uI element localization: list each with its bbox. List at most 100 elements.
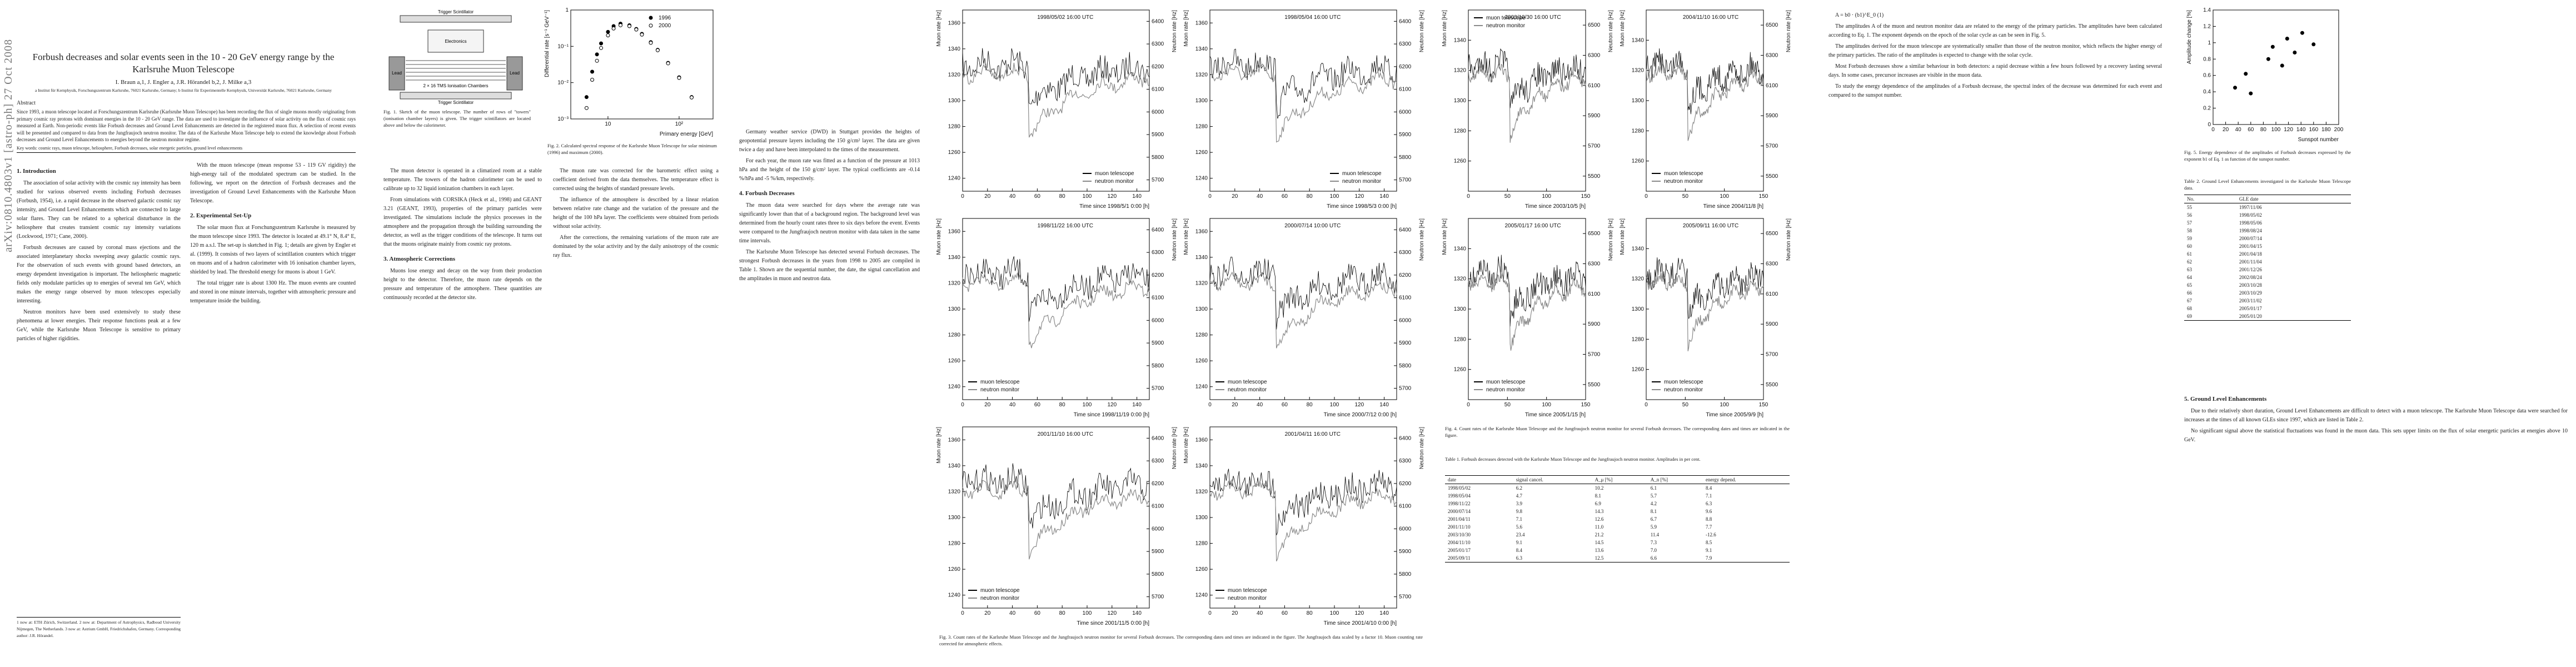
figure-caption: Fig. 4. Count rates of the Karlsruhe Muo… [1445,426,1790,438]
plot-svg: 0 20 40 60 80 100 120 140 1240 1260 1280 1300 1320 13… [1183,426,1425,626]
table-caption: Table 2. Ground Level Enhancements inves… [2184,178,2351,191]
figure-plot: 0 20 40 60 80 100 120 140 160 180 200 0 0.2 0.4 0.6 0.8… [2184,6,2345,145]
table-row: 1998/05/04 4.7 8.1 5.7 7.1 [1445,492,1790,500]
table-row: 58 1998/08/24 [2184,227,2351,235]
x-tick-label: 150 [1759,402,1768,408]
paragraph: To study the energy dependence of the am… [1828,83,2162,98]
y2-tick-label: 6000 [1152,109,1164,115]
sketch-label: Trigger Scintillator [438,100,474,105]
data-point [627,24,631,28]
x-tick-label: 120 [2284,127,2293,133]
rate-trace [1646,257,1764,319]
y-tick-label: 1280 [948,124,961,130]
table-cell: 1998/08/24 [2239,228,2262,233]
y-tick-label: 1340 [948,255,961,261]
rate-trace [962,48,1150,106]
table-cell: 2005/01/17 [1448,547,1471,553]
y2-tick-label: 6200 [1399,481,1412,487]
plot-svg: 0 50 100 150 1260 1280 1300 1320 1340 5500 5700 590… [1442,218,1614,418]
table-row: 66 2003/10/29 [2184,289,2351,297]
header-cell: signal cancel. [1513,475,1592,484]
y2-tick-label: 6100 [1766,83,1778,89]
header-cell: GLE date [2236,195,2351,203]
y2-tick-label: 5900 [1152,340,1164,346]
table-row: 63 2001/12/26 [2184,266,2351,273]
x-axis-label: Time since 2001/4/10 0:00 [h] [1324,620,1397,626]
y2-tick-label: 6100 [1399,295,1412,301]
y2-tick-label: 5900 [1399,132,1412,138]
x-tick-label: 100 [1083,193,1092,200]
y-tick-label: 1260 [1454,158,1467,165]
table-cell: 6.3 [1513,554,1592,563]
y2-tick-label: 6000 [1399,317,1412,323]
table-cell: 58 [2187,228,2192,233]
y-tick-label: 1340 [1454,37,1467,43]
event-annotation: 2005/09/11 16:00 UTC [1683,223,1738,229]
x-tick-label: 60 [1034,193,1041,200]
table-cell: 2005/09/11 [1445,554,1513,563]
x-tick-label: 40 [1009,610,1016,616]
y-tick-label: 1280 [1454,336,1467,342]
y2-tick-label: 6200 [1399,272,1412,278]
y2-tick-label: 6300 [1399,41,1412,47]
y-axis-label: Muon rate [Hz] [1442,218,1448,255]
y-tick-label: 0.6 [2203,73,2211,79]
table-row: 57 1998/05/06 [2184,219,2351,227]
table-cell: 2003/11/02 [2239,298,2262,303]
x-tick-label: 0 [961,402,964,408]
table-cell: 11.0 [1595,524,1604,530]
y-tick-label: 1360 [1195,20,1208,26]
legend-marker [649,16,653,20]
x-tick-label: 20 [2223,127,2229,133]
header-row: No. GLE date [2184,195,2351,203]
event-annotation: 1998/05/04 16:00 UTC [1284,14,1341,21]
header-cell: No. [2184,195,2236,203]
table-cell: 14.3 [1595,509,1604,514]
paper-title: Forbush decreases and solar events seen … [32,52,335,74]
table-cell: 2001/12/26 [2239,267,2262,272]
y2-tick-label: 6200 [1152,64,1164,70]
paragraph: After the corrections, the remaining var… [553,235,719,258]
plot-frame [1209,9,1397,192]
table-cell: 4.2 [1650,501,1657,506]
y2-tick-label: 6300 [1766,261,1778,267]
plot-svg: 0 20 40 60 80 100 120 140 1240 1260 1280 1300 1320 13… [936,9,1178,210]
legend-label: muon telescope [1095,171,1134,177]
table-cell: 9.1 [1516,540,1522,545]
x-tick-label: 50 [1682,193,1689,200]
table-cell: 7.1 [1705,493,1712,499]
x-tick-label: 0 [961,610,964,616]
y2-tick-label: 5700 [1152,386,1164,392]
x-tick-label: 100 [1330,402,1339,408]
plot-svg: 0 20 40 60 80 100 120 140 1240 1260 1280 1300 1320 13… [1183,218,1425,418]
x-tick-label: 120 [1354,610,1364,616]
y-tick-label: 1300 [1632,98,1645,104]
text-column: The muon detector is operated in a clima… [383,167,542,305]
data-point [606,33,610,38]
table-cell: 8.1 [1595,493,1601,499]
plot-frame [962,426,1150,609]
y-tick-label: 1320 [948,72,961,78]
y-tick-label: 1300 [1195,306,1208,312]
x-tick-label: 10 [605,121,611,127]
section-heading: 1. Introduction [17,168,56,175]
plot-svg: 0 50 100 150 1260 1280 1300 1320 1340 5500 5700 590… [1442,9,1614,210]
x-tick-label: 20 [984,193,991,200]
x-axis-label: Time since 2004/11/8 [h] [1703,203,1764,210]
figure-caption: Fig. 2. Calculated spectral response of … [547,143,717,155]
x-tick-label: 150 [1581,193,1591,200]
abstract-heading: Abstract [17,100,36,106]
y-tick-label: 1280 [1632,336,1645,342]
x-tick-label: 40 [1009,193,1016,200]
table-cell: 7.3 [1650,540,1657,545]
legend-label: neutron monitor [1342,178,1382,185]
plot-svg: 0 50 100 150 1260 1280 1300 1320 1340 5500 5700 590… [1620,218,1792,418]
x-axis-label: Primary energy [GeV] [660,131,713,137]
table-row: 2001/04/11 7.1 12.6 6.7 8.8 [1445,515,1790,523]
y2-axis-label: Neutron rate [Hz] [1172,427,1178,469]
plot-svg: 0 20 40 60 80 100 120 140 1240 1260 1280 1300 1320 13… [936,218,1178,418]
text-column: The muon rate was corrected for the baro… [553,167,719,262]
y-tick-label: 1240 [948,593,961,599]
event-annotation: 1998/05/02 16:00 UTC [1037,14,1093,21]
x-tick-label: 40 [2235,127,2242,133]
